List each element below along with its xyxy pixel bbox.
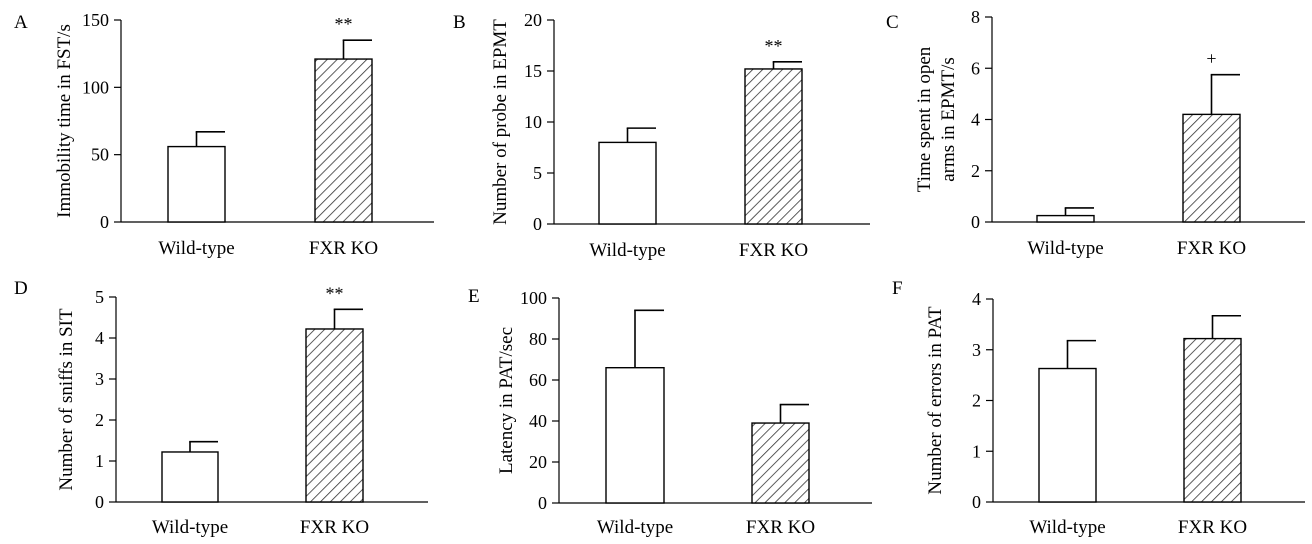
bar-fxr-ko xyxy=(1182,113,1241,223)
y-tick-label: 3 xyxy=(95,369,104,389)
y-axis-title: Number of probe in EPMT xyxy=(490,19,511,225)
x-category-label: Wild-type xyxy=(1029,517,1105,538)
x-category-label: Wild-type xyxy=(589,240,665,261)
panel-letter: F xyxy=(892,278,903,299)
panel-letter: D xyxy=(14,278,28,299)
bar-wild-type xyxy=(167,145,226,223)
significance-label: ** xyxy=(765,36,783,56)
y-tick-label: 20 xyxy=(524,10,542,30)
x-category-label: Wild-type xyxy=(597,517,673,538)
y-tick-label: 1 xyxy=(972,441,981,461)
y-tick-label: 60 xyxy=(529,370,547,390)
bar-fxr-ko xyxy=(314,58,373,223)
y-tick-label: 15 xyxy=(524,61,542,81)
y-tick-label: 1 xyxy=(95,451,104,471)
x-category-label: Wild-type xyxy=(152,517,228,538)
x-category-label: FXR KO xyxy=(300,517,369,538)
x-category-label: Wild-type xyxy=(1027,238,1103,259)
y-tick-label: 80 xyxy=(529,329,547,349)
bar-wild-type xyxy=(1038,367,1097,503)
y-tick-label: 6 xyxy=(971,58,980,78)
panel-letter: C xyxy=(886,12,899,33)
y-tick-label: 2 xyxy=(971,161,980,181)
y-tick-label: 8 xyxy=(971,7,980,27)
y-tick-label: 100 xyxy=(520,288,547,308)
y-tick-label: 100 xyxy=(82,77,109,97)
x-category-label: FXR KO xyxy=(1178,517,1247,538)
y-tick-label: 150 xyxy=(82,10,109,30)
y-tick-label: 2 xyxy=(972,391,981,411)
y-tick-label: 5 xyxy=(95,287,104,307)
bar-fxr-ko xyxy=(305,328,364,503)
panel-a: A 0 50 100 150 Immobility time in FST/s Wild-t… xyxy=(14,10,434,259)
y-tick-label: 0 xyxy=(533,214,542,234)
y-axis-title: Time spent in open arms in EPMT/s xyxy=(914,46,959,192)
x-category-label: FXR KO xyxy=(309,238,378,259)
panel-letter: B xyxy=(453,12,466,33)
y-tick-label: 4 xyxy=(95,328,104,348)
y-tick-label: 0 xyxy=(971,212,980,232)
bar-wild-type xyxy=(598,141,657,225)
y-axis-title-line: Immobility time in FST/s xyxy=(54,24,75,218)
x-category-label: Wild-type xyxy=(158,238,234,259)
y-tick-label: 0 xyxy=(538,493,547,513)
y-tick-label: 0 xyxy=(972,492,981,512)
panel-f: F 0 1 2 3 4 Number of errors in PAT Wild-type FX… xyxy=(892,278,1305,538)
bar-wild-type xyxy=(161,451,219,503)
panel-d: D 0 1 2 3 4 5 Number of sniffs in SIT Wild-type *… xyxy=(14,278,428,538)
significance-label: ** xyxy=(326,283,344,303)
y-tick-label: 20 xyxy=(529,452,547,472)
y-axis-title-line: Number of sniffs in SIT xyxy=(56,308,77,491)
y-tick-label: 40 xyxy=(529,411,547,431)
significance-label: + xyxy=(1206,49,1216,69)
y-axis-title: Latency in PAT/sec xyxy=(496,327,517,474)
y-tick-label: 3 xyxy=(972,340,981,360)
bar-fxr-ko xyxy=(1183,337,1242,503)
significance-label: ** xyxy=(335,14,353,34)
y-axis-title-line: Latency in PAT/sec xyxy=(496,327,517,474)
y-axis-title: Immobility time in FST/s xyxy=(54,24,75,218)
y-axis-title: Number of sniffs in SIT xyxy=(56,308,77,491)
bar-wild-type xyxy=(605,367,665,504)
panel-letter: A xyxy=(14,12,28,33)
panel-c: C 0 2 4 6 8 Time spent in open arms in EPMT/s Wi… xyxy=(886,7,1305,259)
y-axis-title-line: Time spent in open xyxy=(914,46,935,192)
y-tick-label: 2 xyxy=(95,410,104,430)
y-axis-title: Number of errors in PAT xyxy=(925,306,946,495)
bar-wild-type xyxy=(1036,214,1095,223)
y-tick-label: 0 xyxy=(95,492,104,512)
y-tick-label: 5 xyxy=(533,163,542,183)
x-category-label: FXR KO xyxy=(1177,238,1246,259)
panel-letter: E xyxy=(468,286,480,307)
bar-fxr-ko xyxy=(751,422,810,504)
x-category-label: FXR KO xyxy=(739,240,808,261)
y-tick-label: 4 xyxy=(972,289,981,309)
y-tick-label: 4 xyxy=(971,110,980,130)
y-tick-label: 10 xyxy=(524,112,542,132)
y-tick-label: 50 xyxy=(91,145,109,165)
bar-fxr-ko xyxy=(744,68,803,225)
x-category-label: FXR KO xyxy=(746,517,815,538)
y-axis-title-line: Number of errors in PAT xyxy=(925,306,946,495)
y-tick-label: 0 xyxy=(100,212,109,232)
y-axis-title-line: Number of probe in EPMT xyxy=(490,19,511,225)
panel-b: B 0 5 10 15 20 Number of probe in EPMT Wild-typ… xyxy=(453,10,870,261)
y-axis-title-line: arms in EPMT/s xyxy=(938,57,959,182)
